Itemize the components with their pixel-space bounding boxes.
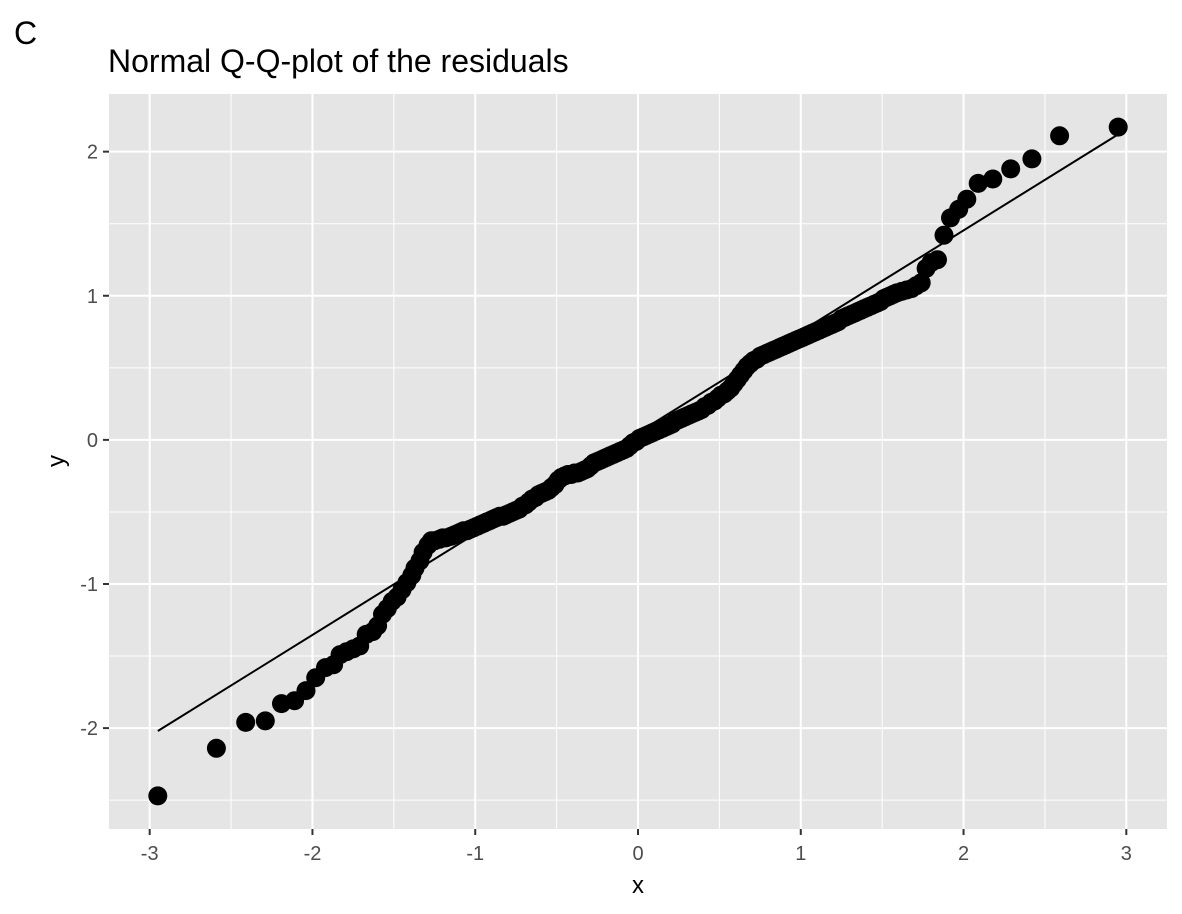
y-axis-title: y xyxy=(43,455,70,467)
y-tick-label: -2 xyxy=(80,718,98,740)
data-point xyxy=(296,681,316,701)
panel-tag: C xyxy=(14,15,37,51)
y-tick-label: 2 xyxy=(87,142,98,164)
data-point xyxy=(911,273,931,293)
x-tick-label: 0 xyxy=(632,843,643,865)
data-point xyxy=(928,250,947,270)
data-point xyxy=(957,189,977,209)
data-point xyxy=(236,712,256,732)
y-tick-label: 1 xyxy=(87,286,98,308)
x-tick-label: -3 xyxy=(141,843,159,865)
data-point xyxy=(206,738,226,758)
data-point xyxy=(983,169,1003,189)
y-axis: -2 -1 0 1 2 xyxy=(80,142,109,740)
x-axis-title: x xyxy=(632,872,644,899)
x-tick-label: 3 xyxy=(1121,843,1132,865)
data-point xyxy=(255,711,275,731)
data-point xyxy=(1001,159,1021,179)
x-tick-label: 1 xyxy=(795,843,806,865)
residual-points xyxy=(148,117,1128,806)
x-tick-label: -2 xyxy=(304,843,322,865)
x-axis: -3 -2 -1 0 1 2 3 xyxy=(141,829,1132,865)
x-tick-label: -1 xyxy=(466,843,484,865)
y-tick-label: 0 xyxy=(87,430,98,452)
chart-title: Normal Q-Q-plot of the residuals xyxy=(108,43,569,79)
reference-line xyxy=(157,133,1119,732)
major-gridlines xyxy=(109,94,1167,829)
x-tick-label: 2 xyxy=(958,843,969,865)
data-point xyxy=(968,173,988,193)
y-tick-label: -1 xyxy=(80,574,98,596)
data-point xyxy=(1022,149,1042,169)
data-point xyxy=(1108,117,1128,137)
data-point xyxy=(148,786,168,806)
data-point xyxy=(1050,126,1070,146)
